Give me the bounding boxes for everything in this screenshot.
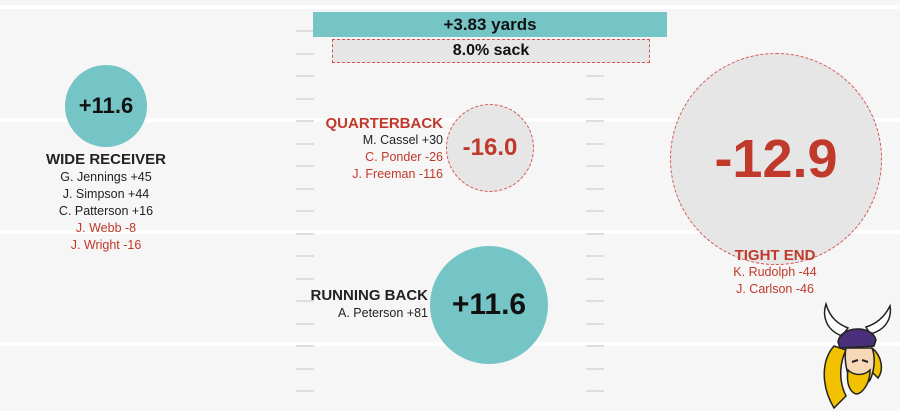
hash-mark bbox=[586, 120, 604, 122]
hash-mark bbox=[296, 75, 314, 77]
hash-mark bbox=[586, 255, 604, 257]
hash-mark bbox=[296, 255, 314, 257]
hash-mark bbox=[586, 98, 604, 100]
hash-mark bbox=[296, 165, 314, 167]
player-entry: J. Freeman -116 bbox=[352, 167, 443, 181]
hash-mark bbox=[296, 210, 314, 212]
quarterback-players: M. Cassel +30 C. Ponder -26 J. Freeman -11… bbox=[300, 132, 443, 183]
quarterback-score-circle: -16.0 bbox=[446, 104, 534, 192]
player-entry: C. Ponder -26 bbox=[365, 150, 443, 164]
hash-mark bbox=[296, 345, 314, 347]
hash-mark bbox=[586, 300, 604, 302]
player-entry: K. Rudolph -44 bbox=[733, 265, 817, 279]
field-line bbox=[0, 230, 900, 234]
running-back-title: RUNNING BACK bbox=[310, 287, 429, 304]
tight-end-score-circle: -12.9 bbox=[670, 53, 882, 265]
hash-mark bbox=[586, 165, 604, 167]
field-line bbox=[0, 118, 900, 122]
hash-mark bbox=[296, 323, 314, 325]
player-entry: J. Webb -8 bbox=[75, 221, 137, 235]
wide-receiver-title: WIDE RECEIVER bbox=[45, 151, 166, 168]
vikings-head-icon bbox=[823, 301, 892, 410]
player-entry: G. Jennings +45 bbox=[60, 170, 152, 184]
hash-mark bbox=[586, 278, 604, 280]
player-entry: J. Carlson -46 bbox=[736, 282, 814, 296]
hash-mark bbox=[586, 143, 604, 145]
tight-end-players: K. Rudolph -44 J. Carlson -46 bbox=[700, 264, 850, 298]
hash-mark bbox=[586, 323, 604, 325]
hash-mark bbox=[586, 368, 604, 370]
hash-mark bbox=[586, 345, 604, 347]
hash-mark bbox=[296, 233, 314, 235]
quarterback-title: QUARTERBACK bbox=[325, 115, 444, 132]
hash-mark bbox=[296, 120, 314, 122]
hash-mark bbox=[296, 53, 314, 55]
sack-rate-bar: 8.0% sack bbox=[332, 39, 650, 63]
yards-bar: +3.83 yards bbox=[313, 12, 667, 37]
hash-mark bbox=[296, 143, 314, 145]
tight-end-title: TIGHT END bbox=[734, 247, 816, 264]
player-entry: J. Wright -16 bbox=[70, 238, 142, 252]
hash-mark bbox=[296, 278, 314, 280]
hash-mark bbox=[296, 30, 314, 32]
wide-receiver-players: G. Jennings +45 J. Simpson +44 C. Patterso… bbox=[45, 169, 167, 254]
hash-mark bbox=[296, 300, 314, 302]
player-entry: A. Peterson +81 bbox=[338, 306, 428, 320]
hash-mark bbox=[296, 98, 314, 100]
hash-mark bbox=[296, 368, 314, 370]
player-entry: M. Cassel +30 bbox=[362, 133, 443, 147]
hash-mark bbox=[586, 75, 604, 77]
hash-mark bbox=[586, 233, 604, 235]
wide-receiver-score-circle: +11.6 bbox=[65, 65, 147, 147]
player-entry: C. Patterson +16 bbox=[58, 204, 154, 218]
hash-mark bbox=[586, 188, 604, 190]
hash-mark bbox=[296, 390, 314, 392]
field-line bbox=[0, 5, 900, 9]
running-back-score-circle: +11.6 bbox=[430, 246, 548, 364]
running-back-players: A. Peterson +81 bbox=[290, 305, 428, 322]
player-entry: J. Simpson +44 bbox=[62, 187, 150, 201]
hash-mark bbox=[586, 390, 604, 392]
hash-mark bbox=[296, 188, 314, 190]
hash-mark bbox=[586, 210, 604, 212]
